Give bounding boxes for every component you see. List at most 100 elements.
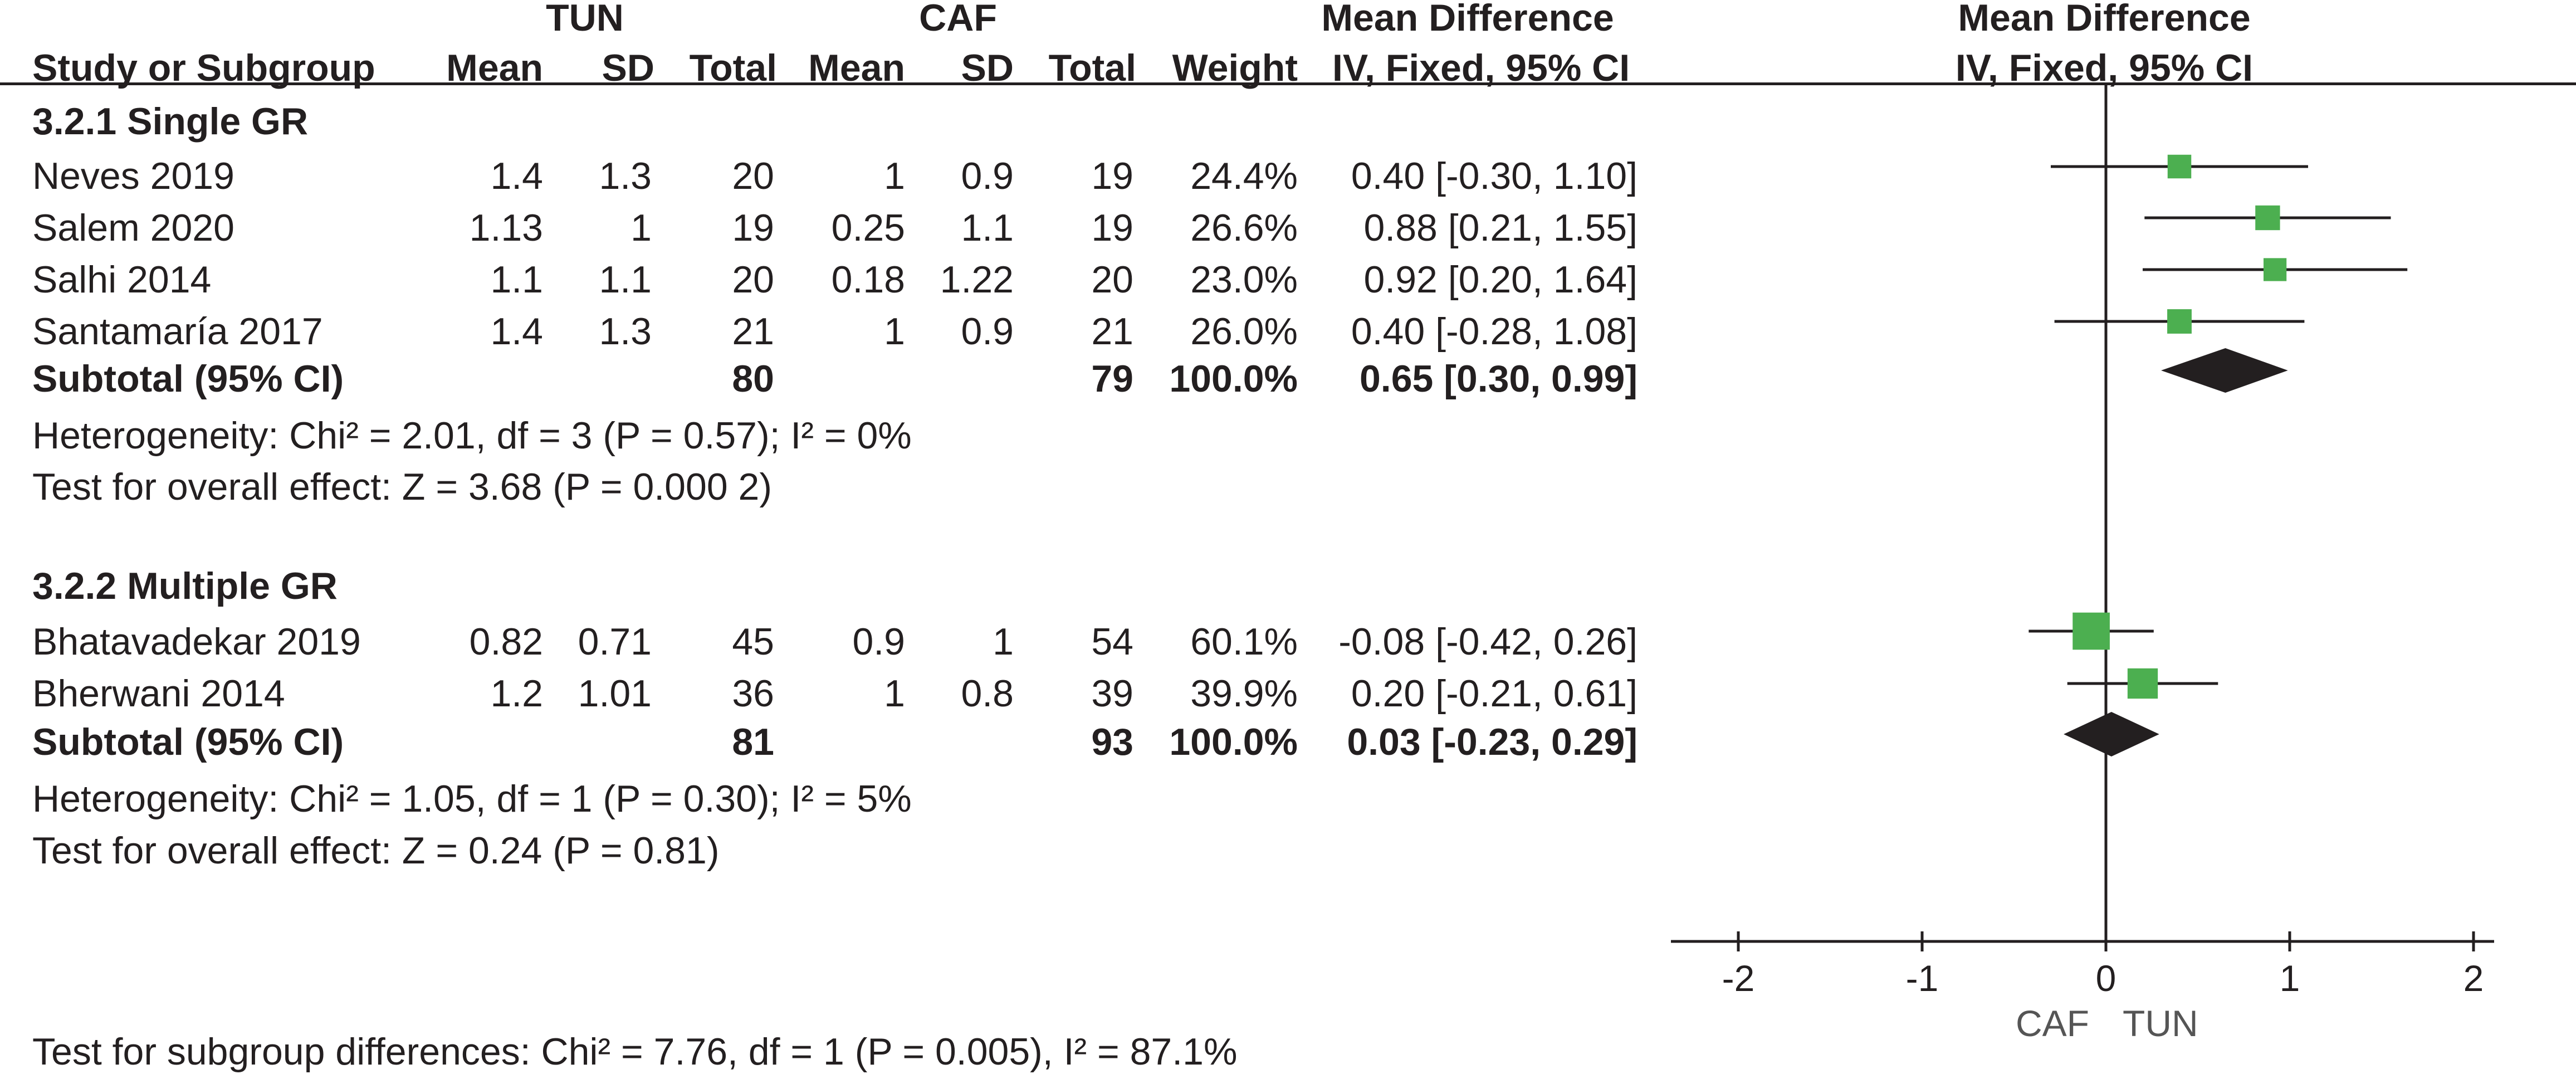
subgroup-title: 3.2.2 Multiple GR <box>32 565 338 607</box>
overall-effect-text: Test for overall effect: Z = 3.68 (P = 0… <box>32 466 772 508</box>
study-mean1: 0.82 <box>469 621 543 663</box>
col-sd1-header: SD <box>602 47 654 89</box>
study-ci: 0.40 [-0.28, 1.08] <box>1351 310 1638 353</box>
header-rule <box>0 82 2576 85</box>
study-mean1: 1.2 <box>490 672 543 715</box>
study-sd1: 1 <box>630 207 652 249</box>
plot-ci-header: IV, Fixed, 95% CI <box>1955 47 2254 89</box>
study-ci: 0.20 [-0.21, 0.61] <box>1351 672 1638 715</box>
col-total2-header: Total <box>1048 47 1136 89</box>
study-sd1: 1.3 <box>599 310 652 353</box>
overall-effect-text: Test for overall effect: Z = 0.24 (P = 0… <box>32 829 720 872</box>
subtotal-weight: 100.0% <box>1169 721 1298 763</box>
study-ci: 0.92 [0.20, 1.64] <box>1363 258 1638 301</box>
study-mean1: 1.4 <box>490 310 543 353</box>
subtotal-label: Subtotal (95% CI) <box>32 721 344 763</box>
study-mean2: 1 <box>884 155 905 197</box>
study-sd1: 0.71 <box>578 621 652 663</box>
subtotal-total2: 79 <box>1091 358 1133 400</box>
subtotal-total2: 93 <box>1091 721 1133 763</box>
study-total1: 21 <box>732 310 774 353</box>
favours-right-label: TUN <box>2123 1003 2198 1044</box>
study-effect-square <box>2072 612 2110 650</box>
subtotal-diamond <box>2161 348 2288 393</box>
subtotal-weight: 100.0% <box>1169 358 1298 400</box>
subgroup-title: 3.2.1 Single GR <box>32 100 309 143</box>
study-sd1: 1.01 <box>578 672 652 715</box>
study-total1: 45 <box>732 621 774 663</box>
heterogeneity-text: Heterogeneity: Chi² = 1.05, df = 1 (P = … <box>32 778 912 820</box>
effect-title: Mean Difference <box>1321 0 1614 39</box>
study-mean2: 1 <box>884 310 905 353</box>
study-weight: 60.1% <box>1190 621 1298 663</box>
study-sd1: 1.3 <box>599 155 652 197</box>
subtotal-ci: 0.65 [0.30, 0.99] <box>1359 358 1638 400</box>
study-effect-square <box>2255 205 2280 231</box>
study-mean1: 1.1 <box>490 258 543 301</box>
study-effect-square <box>2263 258 2287 281</box>
x-tick-label: -2 <box>1722 958 1755 999</box>
col-study-header: Study or Subgroup <box>32 47 375 89</box>
study-sd2: 1.1 <box>961 207 1014 249</box>
study-weight: 26.6% <box>1190 207 1298 249</box>
study-effect-square <box>2127 668 2158 699</box>
study-total2: 19 <box>1091 155 1133 197</box>
study-mean2: 0.25 <box>831 207 905 249</box>
col-weight-header: Weight <box>1172 47 1298 89</box>
col-mean1-header: Mean <box>446 47 543 89</box>
col-ci-header: IV, Fixed, 95% CI <box>1332 47 1630 89</box>
x-tick-label: 1 <box>2280 958 2300 999</box>
study-sd2: 0.8 <box>961 672 1014 715</box>
study-total1: 20 <box>732 155 774 197</box>
study-sd2: 1 <box>993 621 1014 663</box>
study-mean1: 1.13 <box>469 207 543 249</box>
group2-header: CAF <box>919 0 997 39</box>
study-name: Salhi 2014 <box>32 258 212 301</box>
study-total1: 36 <box>732 672 774 715</box>
col-mean2-header: Mean <box>808 47 905 89</box>
group1-header: TUN <box>546 0 624 39</box>
study-weight: 39.9% <box>1190 672 1298 715</box>
study-total2: 19 <box>1091 207 1133 249</box>
favours-left-label: CAF <box>2016 1003 2089 1044</box>
x-tick-label: 2 <box>2463 958 2484 999</box>
study-total2: 20 <box>1091 258 1133 301</box>
study-name: Bhatavadekar 2019 <box>32 621 361 663</box>
study-mean2: 0.9 <box>852 621 905 663</box>
study-mean2: 0.18 <box>831 258 905 301</box>
subtotal-diamond <box>2064 712 2159 756</box>
x-tick-label: -1 <box>1906 958 1939 999</box>
col-sd2-header: SD <box>961 47 1014 89</box>
subgroup-differences-text: Test for subgroup differences: Chi² = 7.… <box>32 1031 1238 1073</box>
study-total2: 21 <box>1091 310 1133 353</box>
study-mean1: 1.4 <box>490 155 543 197</box>
col-total1-header: Total <box>689 47 777 89</box>
study-sd2: 0.9 <box>961 155 1014 197</box>
subtotal-ci: 0.03 [-0.23, 0.29] <box>1347 721 1638 763</box>
subtotal-total1: 81 <box>732 721 774 763</box>
study-total1: 19 <box>732 207 774 249</box>
subtotal-total1: 80 <box>732 358 774 400</box>
study-ci: 0.88 [0.21, 1.55] <box>1363 207 1638 249</box>
study-total2: 54 <box>1091 621 1133 663</box>
study-weight: 24.4% <box>1190 155 1298 197</box>
study-effect-square <box>2167 154 2192 179</box>
study-mean2: 1 <box>884 672 905 715</box>
plot-title: Mean Difference <box>1958 0 2251 39</box>
study-effect-square <box>2167 309 2192 334</box>
study-sd1: 1.1 <box>599 258 652 301</box>
heterogeneity-text: Heterogeneity: Chi² = 2.01, df = 3 (P = … <box>32 414 912 457</box>
study-name: Bherwani 2014 <box>32 672 285 715</box>
study-weight: 23.0% <box>1190 258 1298 301</box>
study-ci: 0.40 [-0.30, 1.10] <box>1351 155 1638 197</box>
study-total2: 39 <box>1091 672 1133 715</box>
study-sd2: 1.22 <box>940 258 1014 301</box>
study-name: Santamaría 2017 <box>32 310 323 353</box>
study-total1: 20 <box>732 258 774 301</box>
study-name: Neves 2019 <box>32 155 234 197</box>
study-ci: -0.08 [-0.42, 0.26] <box>1338 621 1638 663</box>
study-name: Salem 2020 <box>32 207 234 249</box>
study-weight: 26.0% <box>1190 310 1298 353</box>
subtotal-label: Subtotal (95% CI) <box>32 358 344 400</box>
